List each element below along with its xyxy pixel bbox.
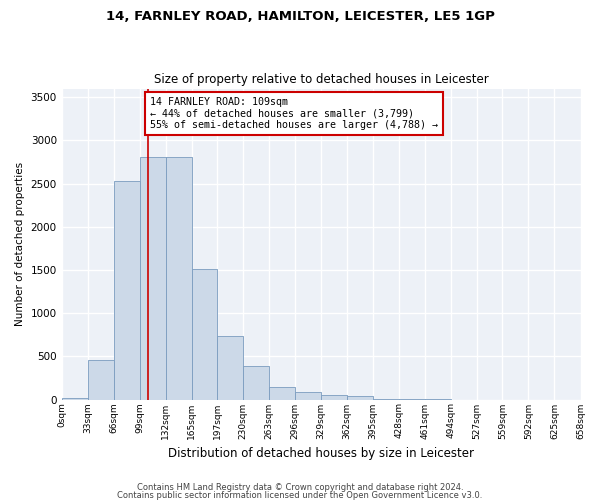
Text: 14 FARNLEY ROAD: 109sqm
← 44% of detached houses are smaller (3,799)
55% of semi: 14 FARNLEY ROAD: 109sqm ← 44% of detache… <box>150 97 438 130</box>
Bar <box>114 181 140 400</box>
Bar <box>321 395 347 400</box>
Bar <box>217 336 243 400</box>
Bar <box>269 388 295 400</box>
Bar <box>373 398 399 400</box>
Bar <box>192 269 217 400</box>
Text: 14, FARNLEY ROAD, HAMILTON, LEICESTER, LE5 1GP: 14, FARNLEY ROAD, HAMILTON, LEICESTER, L… <box>106 10 494 23</box>
Bar <box>295 392 321 400</box>
X-axis label: Distribution of detached houses by size in Leicester: Distribution of detached houses by size … <box>168 447 474 460</box>
Text: Contains public sector information licensed under the Open Government Licence v3: Contains public sector information licen… <box>118 491 482 500</box>
Title: Size of property relative to detached houses in Leicester: Size of property relative to detached ho… <box>154 73 488 86</box>
Text: Contains HM Land Registry data © Crown copyright and database right 2024.: Contains HM Land Registry data © Crown c… <box>137 484 463 492</box>
Y-axis label: Number of detached properties: Number of detached properties <box>15 162 25 326</box>
Bar <box>88 360 114 400</box>
Bar <box>166 157 192 400</box>
Bar <box>243 366 269 400</box>
Bar <box>140 157 166 400</box>
Bar <box>347 396 373 400</box>
Bar <box>62 398 88 400</box>
